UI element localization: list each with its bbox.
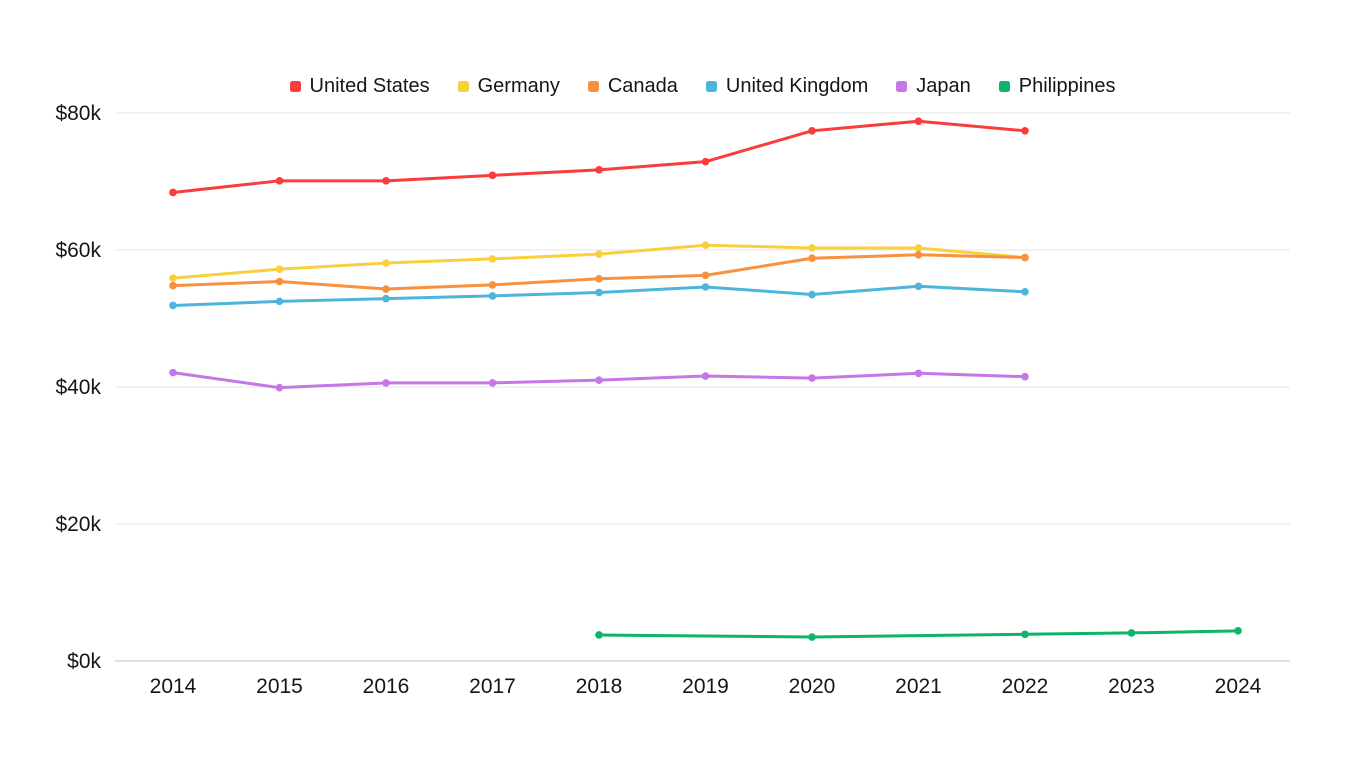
x-tick-label: 2016 (363, 675, 410, 698)
data-point-philippines (1127, 629, 1136, 637)
x-tick-label: 2015 (256, 675, 303, 698)
y-tick-label: $20k (55, 513, 101, 536)
data-point-canada (808, 254, 816, 263)
x-tick-label: 2020 (789, 675, 836, 698)
data-point-germany (595, 250, 603, 258)
legend-swatch-united-kingdom (705, 80, 717, 92)
legend-swatch-philippines (998, 80, 1010, 92)
y-tick-label: $60k (55, 239, 101, 262)
data-point-germany (808, 244, 816, 252)
series-line-philippines (597, 629, 1240, 639)
data-point-united-kingdom (595, 288, 603, 297)
x-tick-label: 2022 (1002, 675, 1049, 698)
data-point-philippines (595, 631, 603, 639)
legend-label: United States (309, 75, 430, 97)
legend-item-united-states: United States (289, 75, 430, 97)
data-point-japan (382, 379, 390, 387)
legend-item-germany: Germany (457, 75, 560, 97)
x-tick-label: 2017 (469, 675, 516, 698)
data-point-canada (914, 250, 923, 259)
data-point-united-states (595, 166, 603, 174)
data-point-japan (1021, 372, 1029, 381)
series-line-canada (171, 253, 1027, 291)
data-point-united-kingdom (1021, 287, 1029, 296)
x-tick-label: 2024 (1215, 675, 1262, 698)
legend-swatch-canada (587, 80, 599, 92)
x-tick-label: 2023 (1108, 675, 1155, 698)
legend-item-japan: Japan (896, 76, 971, 96)
x-tick-label: 2021 (895, 675, 942, 698)
data-point-germany (914, 244, 923, 252)
data-point-united-kingdom (808, 290, 816, 299)
data-point-germany (275, 265, 284, 273)
legend-label: Canada (607, 75, 678, 97)
data-point-canada (275, 277, 284, 286)
x-tick-label: 2018 (576, 675, 623, 698)
data-point-united-states (169, 188, 177, 197)
data-point-united-kingdom (382, 294, 390, 303)
data-point-japan (808, 374, 816, 382)
legend-item-philippines: Philippines (998, 75, 1116, 97)
data-point-united-kingdom (701, 283, 710, 291)
data-point-japan (169, 368, 177, 377)
legend-item-united-kingdom: United Kingdom (705, 75, 869, 97)
data-point-united-kingdom (275, 297, 284, 306)
data-point-united-kingdom (169, 301, 177, 310)
data-point-united-states (275, 177, 284, 185)
y-tick-label: $40k (55, 376, 101, 399)
data-point-germany (701, 241, 710, 250)
series-line-united-states (171, 119, 1027, 194)
data-point-united-kingdom (914, 282, 923, 291)
legend-swatch-united-states (289, 80, 301, 92)
data-point-canada (382, 285, 390, 293)
data-point-united-states (701, 157, 710, 166)
legend-label: United Kingdom (725, 75, 869, 97)
data-point-canada (595, 274, 603, 283)
data-point-canada (169, 281, 177, 290)
x-tick-label: 2014 (150, 675, 197, 698)
data-point-germany (488, 255, 497, 263)
legend-label: Germany (477, 75, 560, 97)
data-point-japan (595, 376, 603, 384)
data-point-japan (275, 383, 284, 392)
chart-legend: United States Germany Canada United Kingdom… (115, 76, 1290, 96)
y-tick-label: $80k (55, 102, 101, 125)
data-point-japan (914, 369, 923, 378)
data-point-united-kingdom (488, 292, 497, 300)
data-point-japan (701, 372, 710, 380)
data-point-canada (701, 271, 710, 280)
legend-label: Philippines (1018, 75, 1116, 97)
data-point-united-states (808, 127, 816, 135)
data-point-philippines (808, 633, 816, 641)
data-point-united-states (488, 171, 497, 180)
legend-swatch-japan (896, 80, 908, 92)
data-point-philippines (1021, 630, 1029, 639)
data-point-united-states (1021, 127, 1029, 135)
legend-swatch-germany (457, 80, 469, 92)
data-point-united-states (914, 117, 923, 126)
x-tick-label: 2019 (682, 675, 729, 698)
legend-item-canada: Canada (587, 75, 678, 97)
data-point-japan (488, 379, 497, 387)
data-point-united-states (382, 177, 390, 185)
data-point-philippines (1234, 627, 1242, 635)
data-point-germany (169, 274, 177, 282)
legend-label: Japan (916, 75, 971, 97)
y-tick-label: $0k (67, 650, 101, 673)
data-point-canada (488, 281, 497, 289)
data-point-canada (1021, 253, 1029, 262)
data-point-germany (382, 259, 390, 267)
